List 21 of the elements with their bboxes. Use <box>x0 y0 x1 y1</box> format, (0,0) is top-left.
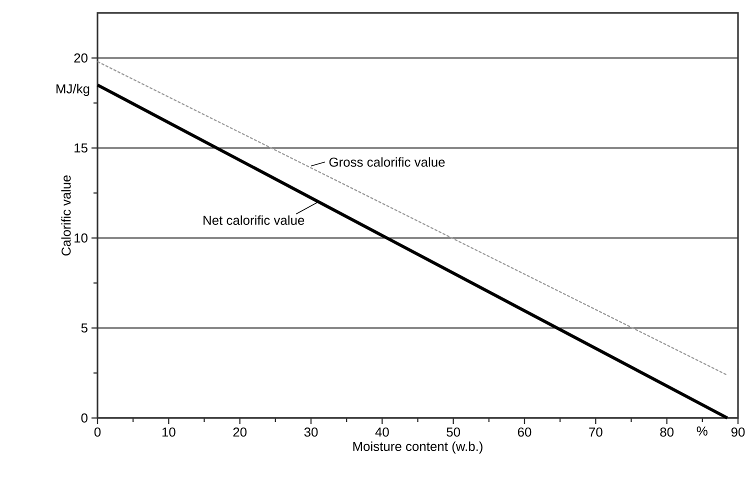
y-tick-label: 20 <box>74 53 88 63</box>
annotation: Gross calorific value <box>329 157 445 167</box>
x-tick-label: 20 <box>233 428 247 437</box>
x-tick-label: 0 <box>94 428 101 437</box>
text: % <box>696 426 708 436</box>
x-tick-label: 40 <box>375 428 389 437</box>
y-tick-label: 0 <box>81 413 88 423</box>
x-tick-label: 60 <box>518 428 532 437</box>
x-axis-title: Moisture content (w.b.) <box>353 442 482 454</box>
x-tick-label: 10 <box>162 428 176 437</box>
x-tick-label: 80 <box>660 428 674 437</box>
y-tick-label: 5 <box>81 323 88 332</box>
text: MJ/kg <box>56 84 90 96</box>
x-tick-label: 50 <box>446 428 460 437</box>
y-tick-label: 15 <box>74 143 88 152</box>
y-tick-label: 10 <box>74 233 88 243</box>
x-tick-label: 90 <box>731 428 745 437</box>
y-axis-title: Calorific value <box>61 175 71 256</box>
x-tick-label: 30 <box>304 428 318 437</box>
annotation: Net calorific value <box>204 215 304 225</box>
x-tick-label: 70 <box>589 428 602 437</box>
